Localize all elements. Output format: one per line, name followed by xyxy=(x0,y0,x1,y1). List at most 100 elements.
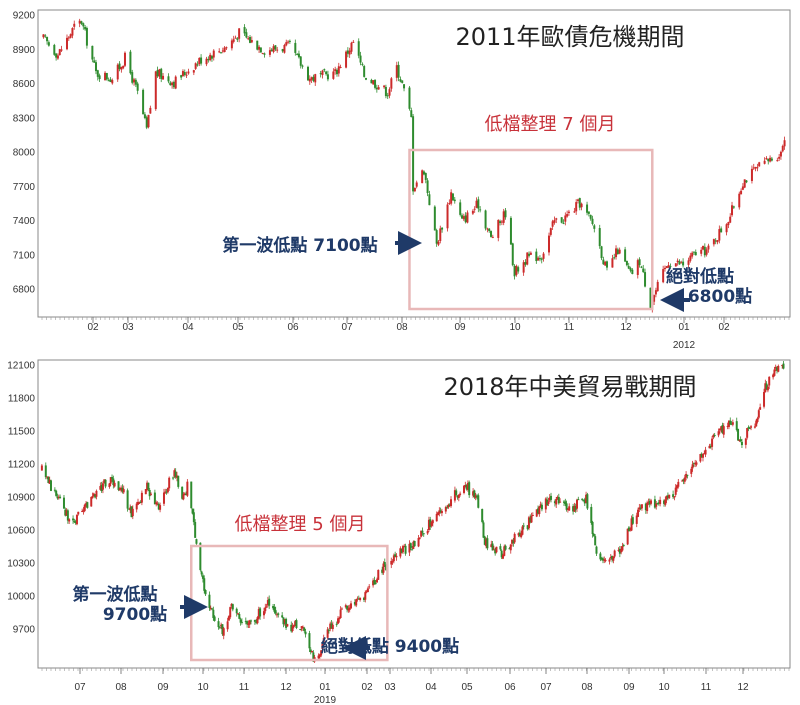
candle-body xyxy=(644,503,647,511)
candle-body xyxy=(226,621,229,630)
candle-body xyxy=(53,44,56,55)
candle-body xyxy=(404,545,407,554)
candle-body xyxy=(720,426,723,430)
candle-body xyxy=(441,227,444,230)
candle-body xyxy=(294,42,297,53)
candle-body xyxy=(174,471,177,478)
candle-body xyxy=(729,420,732,425)
plot-frame xyxy=(37,359,791,669)
candle-body xyxy=(435,230,438,244)
candle-body xyxy=(513,533,516,543)
candle-body xyxy=(437,512,440,516)
candle-body xyxy=(103,479,106,483)
candle-body xyxy=(687,260,690,265)
candle-body xyxy=(739,439,742,442)
candle-body xyxy=(297,53,300,58)
candle-body xyxy=(428,194,431,206)
candle-body xyxy=(526,252,529,265)
candle-body xyxy=(142,89,145,115)
candle-body xyxy=(171,82,174,86)
candle-body xyxy=(218,51,221,53)
candle-body xyxy=(580,203,583,208)
candle-body xyxy=(352,41,355,43)
candle-body xyxy=(147,114,150,128)
y-tick-label: 9200 xyxy=(13,11,36,22)
candle-body xyxy=(348,50,351,55)
candle-body xyxy=(411,549,414,551)
candle-body xyxy=(311,650,314,653)
candle-body xyxy=(473,490,476,498)
candle-body xyxy=(567,211,570,213)
candle-body xyxy=(551,221,554,227)
candle-body xyxy=(180,75,183,78)
candle-body xyxy=(162,492,165,504)
annotation-label-line2: 6800點 xyxy=(688,286,752,307)
candle-body xyxy=(657,502,660,504)
candle-body xyxy=(503,546,506,556)
candle-body xyxy=(539,504,542,507)
candle-body xyxy=(232,39,235,42)
candle-body xyxy=(403,545,406,548)
candle-body xyxy=(481,509,484,522)
candle-body xyxy=(721,425,724,434)
candle-body xyxy=(616,249,619,255)
candle-body xyxy=(272,46,275,52)
candle-body xyxy=(601,558,604,561)
candle-body xyxy=(708,445,711,449)
x-tick-label: 10 xyxy=(658,682,670,693)
candle-body xyxy=(304,631,307,635)
candle-body xyxy=(613,550,616,557)
candle-body xyxy=(143,114,146,118)
candle-body xyxy=(566,214,569,217)
candle-body xyxy=(412,116,415,192)
candle-body xyxy=(390,78,393,89)
candle-body xyxy=(48,479,51,484)
candle-body xyxy=(56,496,59,499)
candle-body xyxy=(59,496,62,499)
candle-body xyxy=(292,625,295,627)
candle-body xyxy=(575,202,578,212)
candle-body xyxy=(91,45,94,60)
candle-body xyxy=(565,503,568,510)
candle-body xyxy=(631,517,634,524)
candle-body xyxy=(572,506,575,512)
candle-body xyxy=(618,249,621,254)
candle-body xyxy=(625,260,628,266)
candle-body xyxy=(350,42,353,52)
candle-body xyxy=(395,555,398,558)
candle-body xyxy=(86,502,89,508)
candle-body xyxy=(243,27,246,34)
candle-body xyxy=(84,26,87,30)
candle-body xyxy=(529,252,532,255)
x-tick-label: 12 xyxy=(620,322,632,333)
candle-body xyxy=(731,422,734,425)
candle-body xyxy=(383,85,386,88)
x-tick-label: 06 xyxy=(504,682,516,693)
candle-body xyxy=(295,620,298,628)
candle-body xyxy=(453,490,456,501)
candle-body xyxy=(767,158,770,162)
candle-body xyxy=(694,252,697,256)
candle-body xyxy=(466,482,469,490)
candle-body xyxy=(217,621,220,628)
candle-body xyxy=(573,505,576,512)
candle-body xyxy=(446,204,449,229)
candle-body xyxy=(211,608,214,610)
candle-body xyxy=(591,218,594,224)
candle-body xyxy=(518,532,521,537)
candle-body xyxy=(317,655,320,659)
candle-body xyxy=(676,485,679,489)
candle-body xyxy=(450,192,453,204)
candle-body xyxy=(755,420,758,427)
candle-body xyxy=(705,249,708,255)
candle-body xyxy=(94,62,97,72)
candle-body xyxy=(482,522,485,538)
candle-body xyxy=(612,556,615,561)
candle-body xyxy=(586,204,589,213)
candle-body xyxy=(265,606,268,608)
candle-body xyxy=(47,42,50,46)
candle-body xyxy=(340,608,343,610)
candle-body xyxy=(149,493,152,495)
candle-body xyxy=(270,49,273,52)
candle-body xyxy=(605,261,608,268)
